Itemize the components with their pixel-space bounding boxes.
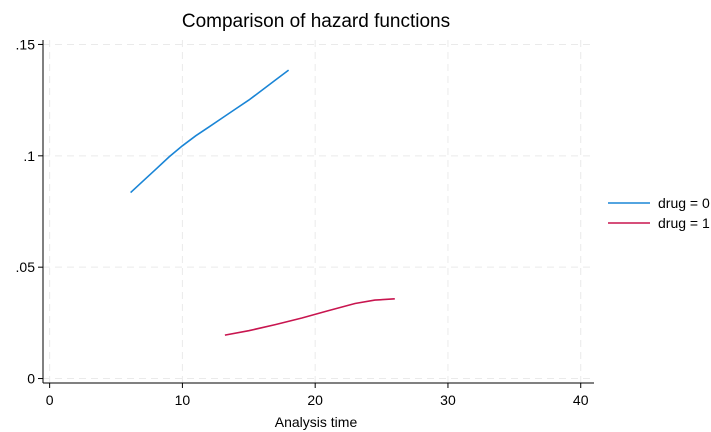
y-tick-label: .1 <box>23 148 35 164</box>
y-tick-label: .05 <box>16 259 36 275</box>
series-line-1 <box>224 298 395 336</box>
legend-label-0: drug = 0 <box>658 195 710 211</box>
x-tick-label: 40 <box>573 392 589 408</box>
series-line-0 <box>130 69 290 194</box>
x-tick-label: 30 <box>440 392 456 408</box>
gridlines <box>43 40 594 383</box>
x-tick-label: 20 <box>307 392 323 408</box>
series-lines <box>130 69 395 336</box>
x-tick-label: 10 <box>175 392 191 408</box>
chart-title: Comparison of hazard functions <box>182 11 450 32</box>
x-tick-label: 0 <box>46 392 54 408</box>
legend-label-1: drug = 1 <box>658 215 710 231</box>
y-tick-label: .15 <box>16 36 36 52</box>
axes: 0 .05 .1 .15 0 10 20 30 40 <box>16 36 594 408</box>
x-axis-label: Analysis time <box>275 414 358 430</box>
y-tick-label: 0 <box>27 371 35 387</box>
legend: drug = 0 drug = 1 <box>608 195 710 231</box>
